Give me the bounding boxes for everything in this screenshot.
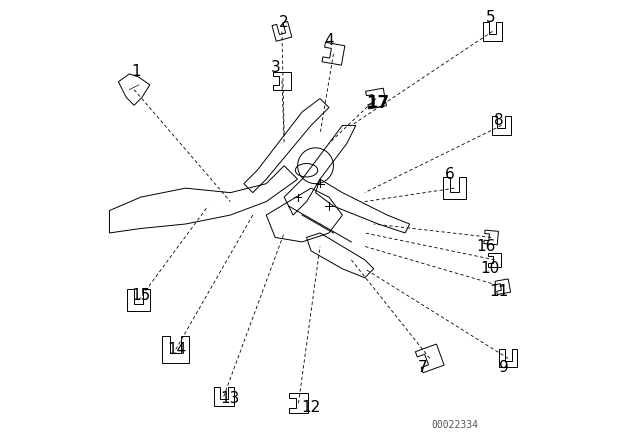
Text: 4: 4 (324, 33, 334, 48)
Text: 5: 5 (485, 10, 495, 26)
Text: 10: 10 (481, 261, 500, 276)
Text: 9: 9 (499, 360, 509, 375)
Text: 16: 16 (476, 239, 495, 254)
Text: 7: 7 (418, 360, 428, 375)
Text: 17: 17 (367, 94, 390, 112)
Text: 2: 2 (279, 15, 289, 30)
Text: 1: 1 (131, 64, 141, 79)
Text: 8: 8 (494, 113, 504, 129)
Text: 12: 12 (301, 400, 321, 415)
Text: 15: 15 (131, 288, 150, 303)
Text: 3: 3 (270, 60, 280, 75)
Text: 11: 11 (490, 284, 509, 299)
Text: 13: 13 (221, 391, 240, 406)
Text: 14: 14 (167, 342, 186, 357)
Text: 00022334: 00022334 (431, 420, 478, 430)
Text: 6: 6 (445, 167, 455, 182)
